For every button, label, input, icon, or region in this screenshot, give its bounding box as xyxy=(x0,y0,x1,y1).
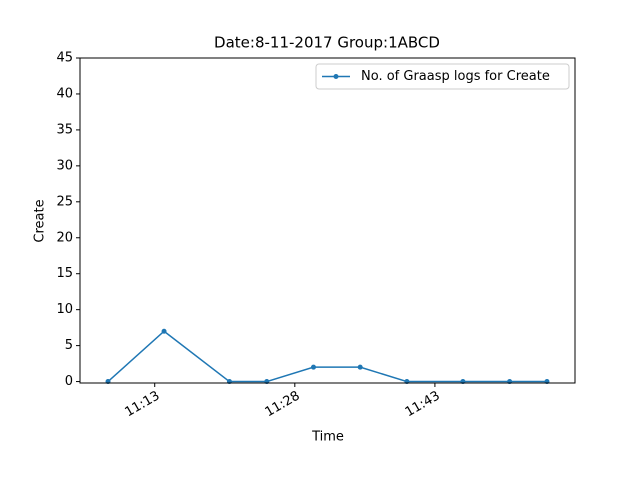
y-tick-label: 15 xyxy=(56,266,73,281)
y-tick-label: 5 xyxy=(65,338,73,353)
y-tick-label: 35 xyxy=(56,122,73,137)
y-tick-label: 0 xyxy=(65,374,73,389)
legend-marker xyxy=(333,74,339,79)
y-tick-label: 25 xyxy=(56,194,73,209)
axes-frame xyxy=(79,57,576,384)
point xyxy=(161,328,167,334)
y-tick-label: 40 xyxy=(56,86,73,101)
y-tick-label: 20 xyxy=(56,230,73,245)
legend-box xyxy=(315,63,570,90)
legend-label: No. of Graasp logs for Create xyxy=(361,69,550,84)
point xyxy=(310,364,316,370)
x-axis-label: Time xyxy=(311,430,344,445)
y-axis-label: Create xyxy=(33,199,48,242)
y-tick-label: 45 xyxy=(56,51,73,66)
chart-title: Date:8-11-2017 Group:1ABCD xyxy=(214,34,440,52)
point xyxy=(357,364,363,370)
line xyxy=(107,330,547,383)
y-tick-label: 30 xyxy=(56,158,73,173)
y-tick-label: 10 xyxy=(56,302,73,317)
